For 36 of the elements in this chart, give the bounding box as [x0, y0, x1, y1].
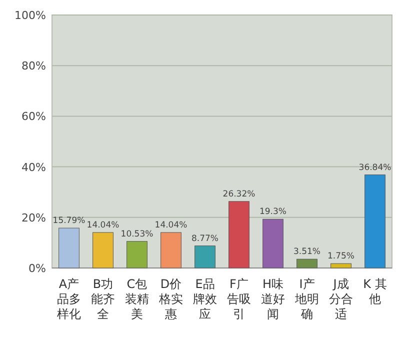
x-tick-label: B功能齐全: [91, 277, 115, 321]
data-label: 19.3%: [259, 207, 287, 218]
data-label: 8.77%: [191, 234, 219, 244]
data-label: 14.04%: [154, 220, 188, 230]
x-tick-label: E品牌效应: [193, 277, 217, 321]
bar: [262, 218, 284, 268]
x-tick-label: K 其他: [363, 277, 387, 306]
bar: [364, 174, 386, 268]
data-label: 3.51%: [293, 247, 321, 258]
y-tick-label: 20%: [22, 211, 46, 224]
bar: [296, 258, 318, 268]
data-label: 15.79%: [52, 216, 86, 226]
x-tick-label: C包装精美: [125, 277, 149, 321]
y-tick-label: 100%: [14, 9, 46, 22]
data-label: 26.32%: [222, 189, 256, 200]
x-tick-label: D价格实惠: [158, 277, 183, 321]
bar: [126, 241, 148, 268]
x-tick-label: F广告吸引: [227, 277, 251, 321]
bar: [194, 246, 216, 268]
bar: [160, 232, 182, 268]
x-tick-label: I产地明确: [294, 277, 319, 321]
bar: [92, 232, 114, 268]
y-tick-label: 60%: [22, 110, 46, 124]
data-label: 1.75%: [327, 252, 355, 262]
x-tick-label: H味道好闻: [261, 277, 285, 321]
data-label: 14.04%: [86, 220, 120, 230]
y-tick-label: 40%: [22, 160, 46, 174]
data-label: 10.53%: [120, 229, 154, 240]
bar: [228, 201, 250, 268]
x-tick-label: J成分合适: [329, 277, 353, 321]
x-tick-label: A产品多样化: [57, 277, 81, 321]
data-label: 36.84%: [358, 162, 392, 173]
bar: [58, 228, 80, 268]
y-tick-label: 80%: [22, 60, 46, 73]
bar: [330, 263, 352, 268]
y-tick-label: 0%: [28, 262, 46, 275]
